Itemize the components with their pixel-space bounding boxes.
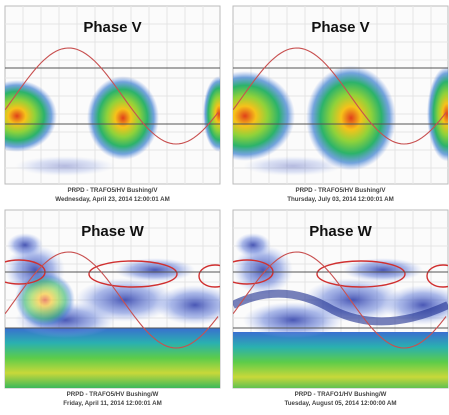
pd-cluster <box>427 66 448 162</box>
caption: PRPD - TRAFO5/HV Bushing/W <box>67 391 159 398</box>
pd-scatter <box>235 233 271 257</box>
pd-scatter <box>155 285 220 325</box>
pd-cluster <box>233 71 295 161</box>
pd-cluster <box>203 76 220 152</box>
highlight-ring <box>88 260 178 288</box>
phase-sine <box>233 47 447 145</box>
pd-scatter <box>7 233 43 257</box>
plot-content <box>5 6 220 184</box>
caption: Thursday, July 03, 2014 12:00:01 AM <box>287 196 394 203</box>
caption: PRPD - TRAFO1/HV Bushing/W <box>295 391 387 398</box>
phase-sine <box>233 251 447 349</box>
plot-content <box>233 210 448 388</box>
caption: Friday, April 11, 2014 12:00:01 AM <box>63 400 161 407</box>
highlight-ring <box>426 264 448 288</box>
pd-arc <box>233 289 448 326</box>
pd-scatter <box>343 258 423 282</box>
caption: PRPD - TRAFO5/HV Bushing/V <box>295 187 386 194</box>
pd-band <box>233 332 448 388</box>
panel-title: Phase V <box>311 19 369 36</box>
phase-sine <box>5 47 219 145</box>
pd-cluster <box>87 76 159 160</box>
panel-title: Phase V <box>83 19 141 36</box>
highlight-ring <box>198 264 220 288</box>
panel: Phase W PRPD - TRAFO5/HV Bushing/W Friday,… <box>4 209 221 407</box>
panel: Phase V PRPD - TRAFO5/HV Bushing/V Wednesd… <box>4 5 221 203</box>
pd-scatter <box>15 156 115 176</box>
phase-sine <box>5 251 219 349</box>
caption: PRPD - TRAFO5/HV Bushing/V <box>67 187 158 194</box>
pd-scatter <box>243 302 343 338</box>
pd-band <box>5 328 220 388</box>
panel: Phase V PRPD - TRAFO5/HV Bushing/V Thursda… <box>232 5 449 203</box>
plot-content <box>233 6 448 184</box>
caption: Wednesday, April 23, 2014 12:00:01 AM <box>55 196 170 203</box>
pd-scatter <box>115 258 195 282</box>
pd-cluster <box>15 272 75 328</box>
panel: Phase W PRPD - TRAFO1/HV Bushing/W Tuesday… <box>232 209 449 407</box>
plot-content <box>5 210 220 388</box>
panel-title: Phase W <box>309 223 372 240</box>
pd-cluster <box>306 65 396 171</box>
pd-scatter <box>243 156 343 176</box>
pd-scatter <box>233 245 293 295</box>
panel-title: Phase W <box>81 223 144 240</box>
highlight-ring <box>316 260 406 288</box>
pd-cluster <box>5 80 57 152</box>
caption: Tuesday, August 05, 2014 12:00:00 AM <box>284 400 396 407</box>
